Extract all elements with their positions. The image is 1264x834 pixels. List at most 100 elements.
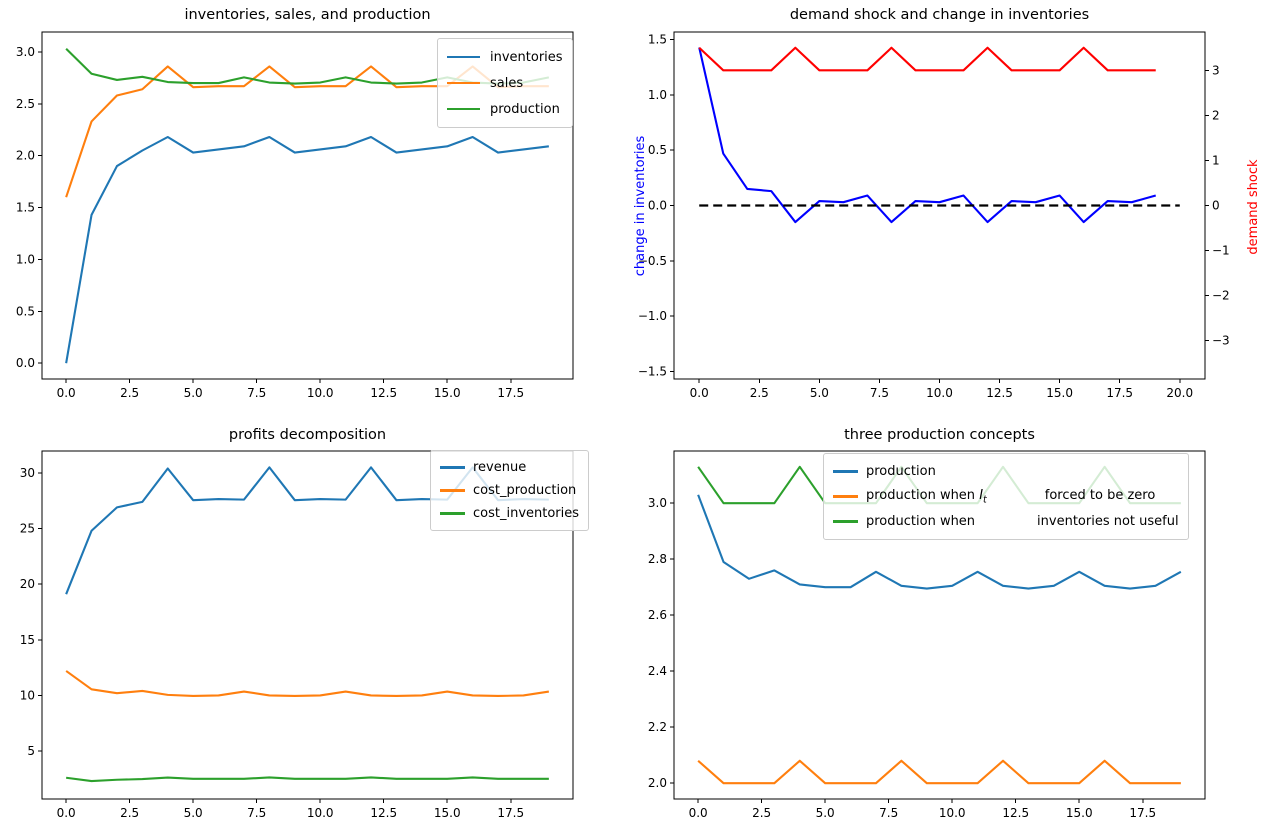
y-tick-label: 2.8 [648, 552, 667, 566]
y-tick-label: 2.0 [648, 776, 667, 790]
y-tick-label: 30 [20, 466, 35, 480]
x-tick-label: 15.0 [434, 806, 461, 820]
x-tick-label: 7.5 [247, 386, 266, 400]
y-tick-label: 1.5 [16, 201, 35, 215]
y2-tick-label: 0 [1212, 199, 1220, 213]
plot-title: three production concepts [844, 427, 1035, 443]
legend-line-sample [447, 107, 480, 111]
series-change-in-inventories [698, 47, 1157, 224]
legend: inventories sales production [437, 38, 573, 128]
legend-label: production when inventories not useful [866, 514, 1179, 529]
series-production-when-i-t-forced-to-be-zero [697, 759, 1181, 785]
y2-tick-label: −2 [1212, 289, 1230, 303]
y2-tick-label: 2 [1212, 108, 1220, 122]
x-tick-label: 7.5 [870, 386, 889, 400]
x-tick-label: 17.5 [497, 386, 524, 400]
legend-line-sample [447, 55, 480, 59]
y2-tick-label: −3 [1212, 334, 1230, 348]
math-base: I [979, 487, 984, 503]
series-cost-inventories [66, 776, 549, 783]
y-tick-label: 2.5 [16, 97, 35, 111]
legend-item: production when inventories not useful [833, 509, 1179, 534]
series-cost-production [65, 670, 550, 698]
y-tick-label: 25 [20, 522, 35, 536]
x-tick-label: 5.0 [810, 386, 829, 400]
legend-line-sample [440, 512, 465, 515]
legend-item: cost_inventories [440, 502, 579, 525]
y-tick-label: 0.5 [16, 304, 35, 318]
series-production [697, 494, 1182, 590]
y-tick-label: 0.0 [16, 356, 35, 370]
x-tick-label: 10.0 [939, 806, 966, 820]
y-tick-label: 3.0 [16, 45, 35, 59]
y-tick-label: 2.6 [648, 608, 667, 622]
legend-label: production [866, 464, 936, 479]
x-tick-label: 7.5 [879, 806, 898, 820]
legend-label: cost_production [473, 483, 577, 498]
subplot-demand-shock-change-in-inventories: 0.0 2.5 5.0 7.5 1 0.0 12.5 15.0 17.5 20.0 1.5 1.0 0.… [632, 0, 1264, 417]
y-tick-label: 5 [27, 744, 35, 758]
legend-label-text: production when [866, 487, 980, 503]
y-tick-label: 1.5 [648, 33, 667, 47]
legend-label: production [490, 101, 560, 117]
x-tick-label: 7.5 [247, 806, 266, 820]
y2-tick-label: −1 [1212, 244, 1230, 258]
plot-area-demand-shock: 0.0 2.5 5.0 7.5 1 0.0 12.5 15.0 17.5 20.0 1.5 1.0 0.… [638, 31, 1230, 400]
legend-label-text: inventories not useful [1037, 514, 1179, 529]
legend-item: production [447, 96, 563, 122]
y2-tick-label: 1 [1212, 153, 1220, 167]
legend-item: inventories [447, 44, 563, 70]
y-tick-label: 2.2 [648, 720, 667, 734]
y-tick-label: −1.5 [638, 364, 667, 378]
legend-item: cost_production [440, 479, 579, 502]
y-tick-label: 0.5 [648, 143, 667, 157]
legend-label: inventories [490, 49, 563, 65]
subplot-profits-decomposition: 0.0 2.5 5.0 7.5 10.0 12.5 15.0 17.5 5 10 15 20 25 30 … [0, 417, 632, 834]
y-tick-label: −1.0 [638, 309, 667, 323]
x-tick-label: 10.0 [307, 806, 334, 820]
legend-item: sales [447, 70, 563, 96]
legend-label-text: production when [866, 514, 976, 529]
y-tick-label: 2.0 [16, 149, 35, 163]
legend-line-sample [833, 495, 858, 498]
x-tick-label: 2.5 [120, 386, 139, 400]
x-tick-label: 17.5 [1106, 386, 1133, 400]
series-demand-shock [698, 46, 1156, 72]
x-tick-label: 15.0 [434, 386, 461, 400]
legend: revenue cost_production cost_inventories [430, 450, 590, 531]
x-tick-label: 0.0 [57, 386, 76, 400]
x-tick-label: 12.5 [370, 386, 397, 400]
y-tick-label: −0.5 [638, 254, 667, 268]
y-tick-label: 0.0 [648, 199, 667, 213]
plot-title: demand shock and change in inventories [789, 7, 1090, 23]
legend-item: revenue [440, 456, 579, 479]
subplot-inventories-sales-production: 0.0 2.5 5.0 7.5 10.0 12.5 15.0 17.5 0.0 0.5 1.0 1.5… [0, 0, 632, 417]
legend-line-sample [447, 81, 480, 85]
legend-line-sample [440, 466, 465, 469]
legend-line-sample [440, 489, 465, 492]
legend-line-sample [833, 520, 858, 523]
x-tick-label: 17.5 [497, 806, 524, 820]
series-inventories [65, 135, 549, 364]
x-tick-label: 20.0 [1166, 386, 1193, 400]
x-tick-label: 15.0 [1046, 386, 1073, 400]
x-tick-label: 15.0 [1066, 806, 1093, 820]
x-tick-label: 12.5 [1002, 806, 1029, 820]
x-tick-label: 2.5 [120, 806, 139, 820]
legend-label: cost_inventories [473, 506, 580, 521]
legend: production production when It forced to b… [823, 453, 1189, 540]
x-tick-label: 0.0 [690, 386, 709, 400]
y-tick-label: 1.0 [16, 252, 35, 266]
subplot-three-production-concepts: 0.0 2.5 5.0 7.5 10.0 12.5 15.0 17.5 2.0 2.2 2.4 2.6… [632, 417, 1264, 834]
x-tick-label: 10.0 [307, 386, 334, 400]
x-tick-label: 12.5 [986, 386, 1013, 400]
legend-label-text: forced to be zero [1044, 487, 1156, 503]
x-tick-label: 2.5 [752, 806, 771, 820]
x-tick-label: 2.5 [750, 386, 769, 400]
y-tick-label: 1.0 [648, 88, 667, 102]
y-tick-label: 3.0 [648, 496, 667, 510]
x-tick-label: 5.0 [816, 806, 835, 820]
x-tick-label: 5.0 [184, 806, 203, 820]
y2-tick-label: 3 [1212, 63, 1220, 77]
